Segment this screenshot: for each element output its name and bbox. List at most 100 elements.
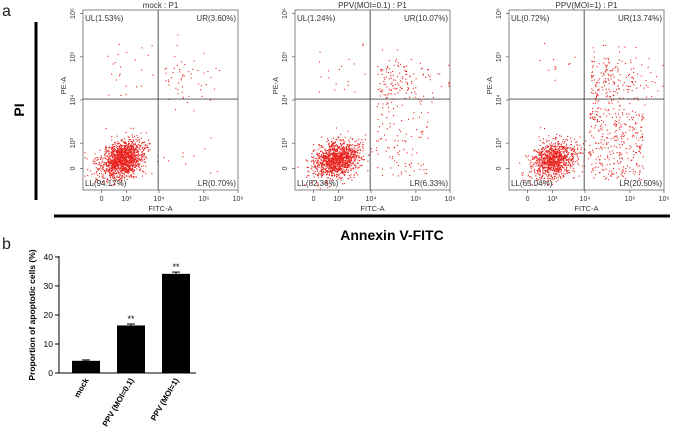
flow-dot <box>542 159 544 161</box>
flow-dot <box>560 150 562 152</box>
flow-dot <box>542 138 544 140</box>
flow-dot <box>112 164 114 166</box>
flow-dot <box>340 164 342 166</box>
flow-dot <box>114 160 116 162</box>
flow-dot <box>311 153 313 155</box>
flow-dot <box>405 73 407 75</box>
flow-dot <box>342 168 344 170</box>
flow-dot <box>590 154 592 156</box>
flow-dot <box>127 154 129 156</box>
flow-dot <box>637 99 639 101</box>
flow-dot <box>547 160 549 162</box>
flow-dot <box>126 147 128 149</box>
flow-dot <box>315 166 317 168</box>
flow-dot <box>133 154 135 156</box>
flow-dot <box>341 166 343 168</box>
flow-dot <box>548 135 550 137</box>
flow-dot <box>341 162 343 164</box>
flow-dot <box>619 116 621 118</box>
flow-dot <box>580 147 582 149</box>
flow-dot <box>133 165 135 167</box>
flow-dot <box>334 165 336 167</box>
flow-dot <box>112 63 114 65</box>
flow-dot <box>110 165 112 167</box>
flow-dot <box>566 147 568 149</box>
flow-dot <box>539 174 541 176</box>
flow-dot <box>593 56 595 58</box>
flow-dot <box>610 138 612 140</box>
flow-dot <box>132 162 134 164</box>
flow-dot <box>619 74 621 76</box>
flow-dot <box>142 159 144 161</box>
flow-dot <box>597 94 599 96</box>
flow-dot <box>613 91 615 93</box>
flow-dot <box>316 166 318 168</box>
flow-dot <box>113 166 115 168</box>
flow-dot <box>622 97 624 99</box>
flow-dot <box>349 154 351 156</box>
flow-dot <box>627 116 629 118</box>
flow-dot <box>600 116 602 118</box>
flow-dot <box>402 76 404 78</box>
flow-dot <box>318 173 320 175</box>
flow-dot <box>96 171 98 173</box>
flow-dot <box>131 164 133 166</box>
flow-dot <box>539 165 541 167</box>
flow-dot <box>540 154 542 156</box>
flow-dot <box>323 157 325 159</box>
flow-dot <box>560 158 562 160</box>
flow-dot <box>336 170 338 172</box>
flow-dot <box>336 150 338 152</box>
flow-dot <box>190 73 192 75</box>
flow-dot <box>565 148 567 150</box>
flow-dot <box>113 174 115 176</box>
flow-dot <box>549 161 551 163</box>
flow-dot <box>563 163 565 165</box>
flow-dot <box>123 168 125 170</box>
flow-dot <box>556 169 558 171</box>
flow-dot <box>318 157 320 159</box>
flow-dot <box>100 156 102 158</box>
flow-dot <box>133 143 135 145</box>
flow-dot <box>559 164 561 166</box>
flow-dot <box>132 149 134 151</box>
flow-dot <box>611 174 613 176</box>
flow-dot <box>345 147 347 149</box>
flow-dot <box>555 168 557 170</box>
flow-dot <box>116 150 118 152</box>
flow-dot <box>101 159 103 161</box>
flow-dot <box>144 141 146 143</box>
flow-dot <box>321 172 323 174</box>
flow-dot <box>120 140 122 142</box>
flow-dot <box>596 93 598 95</box>
flow-dot <box>128 160 130 162</box>
flow-dot <box>643 87 645 89</box>
flow-dot <box>109 174 111 176</box>
flow-dot <box>126 160 128 162</box>
flow-dot <box>112 163 114 165</box>
flow-dot <box>337 170 339 172</box>
flow-dot <box>603 80 605 82</box>
quadrant-ul-label: UL(0.72%) <box>511 14 550 23</box>
flow-dot <box>638 178 640 180</box>
flow-dot <box>558 141 560 143</box>
flow-dot <box>325 152 327 154</box>
flow-dot <box>553 178 555 180</box>
flow-dot <box>108 170 110 172</box>
flow-dot <box>590 113 592 115</box>
flow-dot <box>364 134 366 136</box>
flow-dot <box>129 161 131 163</box>
flow-dot <box>427 69 429 71</box>
flow-dot <box>112 171 114 173</box>
flow-dot <box>210 172 212 174</box>
flow-dot <box>419 101 421 103</box>
flow-dot <box>641 118 643 120</box>
flow-dot <box>328 168 330 170</box>
flow-dot <box>608 79 610 81</box>
flow-dot <box>335 145 337 147</box>
flow-dot <box>102 167 104 169</box>
flow-dot <box>632 171 634 173</box>
flow-dot <box>615 66 617 68</box>
flow-dot <box>560 143 562 145</box>
flow-dot <box>126 147 128 149</box>
